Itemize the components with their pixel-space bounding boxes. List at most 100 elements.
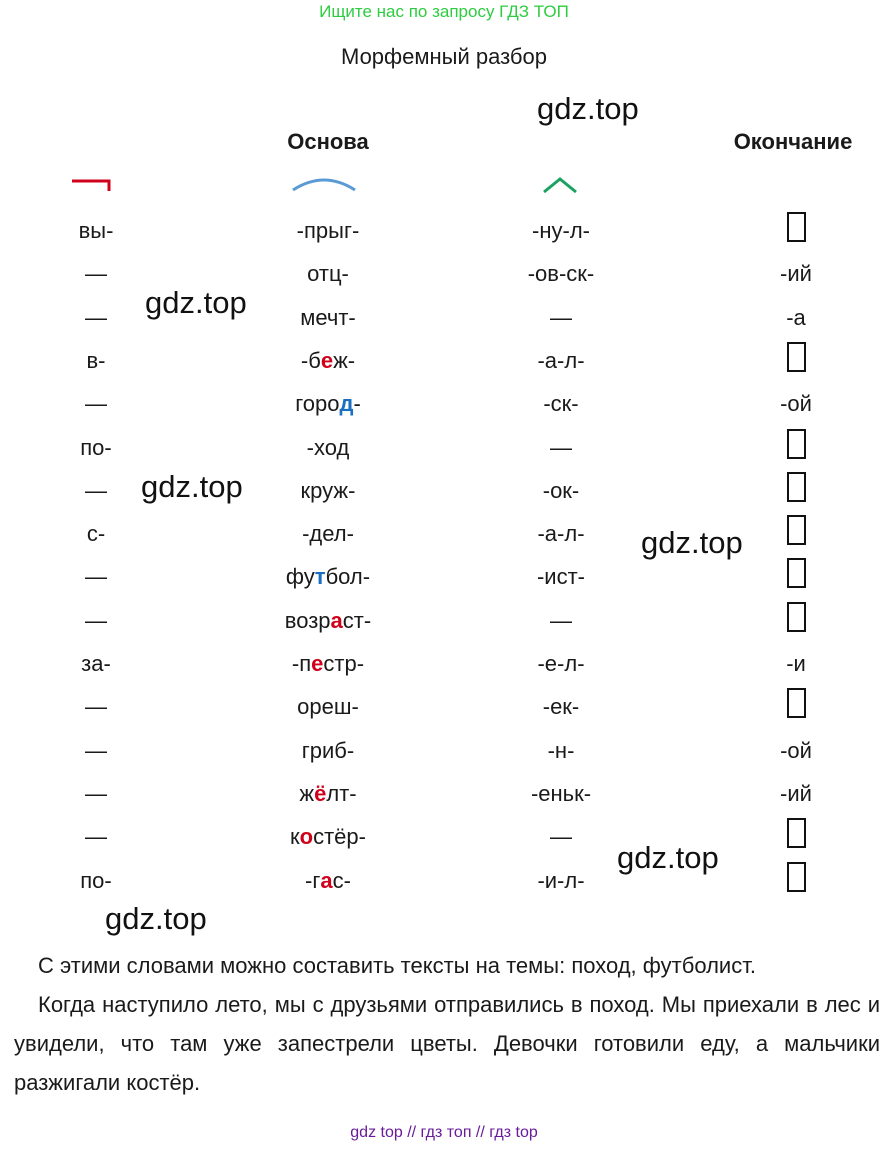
suffix-cell: —: [550, 305, 572, 330]
suffix-cell: -ист-: [536, 564, 586, 589]
suffix-cell: -а-л-: [537, 348, 585, 373]
root-segment: стёр-: [313, 824, 366, 849]
root-letter-highlight: а: [320, 868, 333, 893]
root-cell: футбол-: [286, 564, 370, 590]
root-letter-highlight: е: [311, 651, 324, 676]
suffix-cell: -ск-: [543, 391, 579, 416]
prefix-cell: —: [85, 608, 107, 633]
root-segment: -ход: [306, 435, 350, 460]
suffix-cell: —: [550, 824, 572, 849]
root-cell: жёлт-: [299, 781, 356, 807]
paragraph-text: Когда наступило лето, мы с друзьями отпр…: [14, 992, 880, 1095]
root-segment: мечт-: [300, 305, 356, 330]
root-segment: -г: [305, 868, 321, 893]
root-segment: ореш-: [297, 694, 359, 719]
ending-header: Окончание: [733, 129, 853, 154]
suffix-cell: -н-: [547, 738, 575, 763]
root-cell: -пестр-: [292, 651, 364, 677]
search-banner: Ищите нас по запросу ГДЗ ТОП: [319, 2, 569, 21]
prefix-cell: —: [85, 305, 107, 330]
root-segment: круж-: [300, 478, 356, 503]
empty-ending-box-icon: [787, 342, 806, 372]
ending-cell: -ой: [780, 738, 812, 763]
ending-cell: -а: [786, 305, 806, 330]
suffix-cell: —: [550, 435, 572, 460]
empty-ending-box-icon: [787, 212, 806, 242]
suffix-cell: -а-л-: [537, 521, 585, 546]
paragraph-themes: С этими словами можно составить тексты н…: [14, 946, 880, 985]
watermark: gdz.top: [145, 285, 247, 320]
stem-header: Основа: [287, 129, 369, 154]
root-segment: -: [353, 391, 361, 416]
root-cell: -прыг-: [297, 218, 360, 244]
footer-watermark: gdz top // гдз топ // гдз top: [350, 1124, 538, 1141]
root-cell: город-: [295, 391, 361, 417]
prefix-cell: —: [85, 738, 107, 763]
ending-cell: -и: [786, 651, 806, 676]
root-cell: отц-: [307, 261, 349, 287]
root-letter-highlight: а: [330, 608, 343, 633]
root-segment: бол-: [325, 564, 371, 589]
root-cell: костёр-: [290, 824, 366, 850]
root-segment: с-: [332, 868, 351, 893]
prefix-cell: —: [85, 694, 107, 719]
suffix-cell: -еньк-: [530, 781, 592, 806]
prefix-cell: вы-: [78, 218, 114, 243]
root-cell: -ход: [307, 435, 350, 461]
paragraph-story: Когда наступило лето, мы с друзьями отпр…: [14, 985, 880, 1102]
prefix-mark-icon: [72, 179, 111, 191]
root-segment: к: [290, 824, 300, 849]
root-cell: ореш-: [297, 694, 359, 720]
root-segment: -дел-: [302, 521, 354, 546]
root-segment: возр: [284, 608, 331, 633]
root-segment: -прыг-: [296, 218, 360, 243]
suffix-cell: -е-л-: [537, 651, 585, 676]
suffix-caret-icon: [543, 177, 577, 194]
prefix-cell: —: [85, 824, 107, 849]
root-segment: лт-: [326, 781, 357, 806]
prefix-cell: —: [85, 781, 107, 806]
prefix-cell: —: [85, 261, 107, 286]
prefix-cell: с-: [86, 521, 106, 546]
root-segment: фу: [285, 564, 315, 589]
root-cell: возраст-: [285, 608, 371, 634]
paragraph-text: С этими словами можно составить тексты н…: [38, 953, 756, 978]
root-segment: -б: [300, 348, 321, 373]
root-letter-highlight: т: [314, 564, 326, 589]
prefix-cell: —: [85, 564, 107, 589]
root-letter-highlight: о: [299, 824, 314, 849]
prefix-cell: за-: [81, 651, 111, 676]
empty-ending-box-icon: [787, 602, 806, 632]
empty-ending-box-icon: [787, 862, 806, 892]
suffix-cell: -ну-л-: [532, 218, 590, 243]
watermark: gdz.top: [617, 840, 719, 875]
watermark: gdz.top: [537, 91, 639, 126]
root-segment: ж: [299, 781, 315, 806]
suffix-cell: -и-л-: [537, 868, 585, 893]
prefix-cell: по-: [80, 435, 112, 460]
watermark: gdz.top: [641, 525, 743, 560]
prefix-cell: в-: [86, 348, 106, 373]
root-segment: стр-: [323, 651, 365, 676]
prefix-cell: по-: [80, 868, 112, 893]
prefix-cell: —: [85, 478, 107, 503]
watermark: gdz.top: [105, 901, 207, 936]
empty-ending-box-icon: [787, 818, 806, 848]
suffix-cell: -ек-: [542, 694, 580, 719]
empty-ending-box-icon: [787, 558, 806, 588]
root-cell: гриб-: [302, 738, 354, 764]
root-letter-highlight: д: [339, 391, 354, 416]
empty-ending-box-icon: [787, 688, 806, 718]
root-segment: ж-: [333, 348, 356, 373]
root-segment: гриб-: [301, 738, 355, 763]
prefix-cell: —: [85, 391, 107, 416]
ending-cell: -ий: [780, 261, 812, 286]
root-cell: -дел-: [302, 521, 354, 547]
root-cell: мечт-: [300, 305, 356, 331]
root-cell: -беж-: [301, 348, 355, 374]
root-letter-highlight: ё: [314, 781, 327, 806]
root-cell: круж-: [301, 478, 356, 504]
empty-ending-box-icon: [787, 472, 806, 502]
suffix-cell: -ок-: [542, 478, 580, 503]
root-arc-icon: [292, 178, 356, 192]
